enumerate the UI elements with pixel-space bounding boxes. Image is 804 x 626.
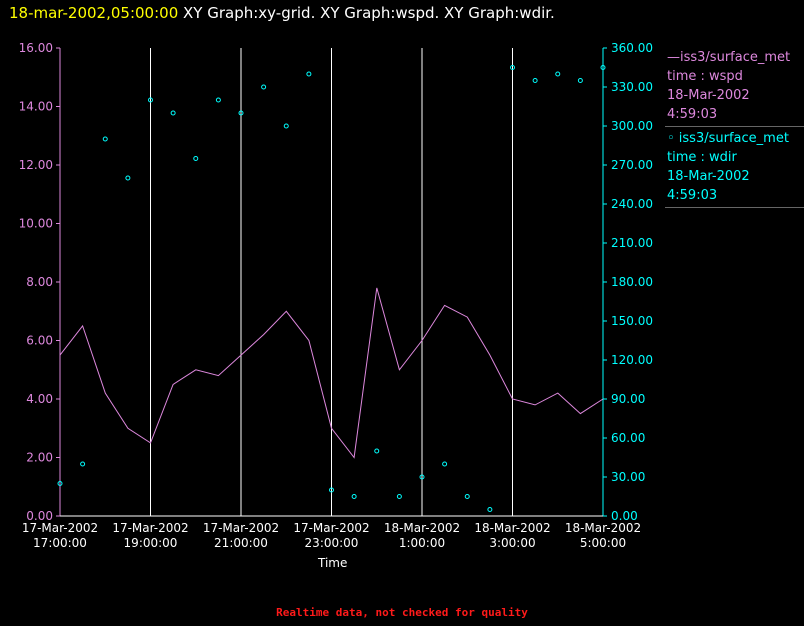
wdir-data-point <box>261 84 267 90</box>
y-left-tick-label: 16.00 <box>19 41 53 55</box>
x-tick-label: 17-Mar-2002 19:00:00 <box>112 521 188 550</box>
wdir-data-point <box>510 65 515 70</box>
y-right-tick-label: 60.00 <box>611 431 645 445</box>
y-right-tick-label: 0.00 <box>611 509 638 523</box>
y-left-tick-label: 6.00 <box>26 334 53 348</box>
legend-wspd-date: 18-Mar-2002 <box>667 88 750 103</box>
legend-wspd-source: —iss3/surface_met <box>667 50 791 65</box>
wdir-data-point <box>148 97 153 103</box>
wdir-data-point <box>464 494 470 499</box>
legend-wspd-time: 4:59:03 <box>667 107 718 122</box>
wdir-data-point <box>419 474 425 480</box>
y-right-tick-label: 30.00 <box>611 470 645 484</box>
legend-wdir-variable: time : wdir <box>667 150 737 165</box>
y-left-tick-label: 10.00 <box>19 217 53 231</box>
wdir-data-point <box>329 487 334 493</box>
y-left-tick-label: 2.00 <box>26 451 53 465</box>
y-left-tick-label: 0.00 <box>26 509 53 523</box>
legend-wdir: ◦ iss3/surface_met time : wdir 18-Mar-20… <box>665 127 804 208</box>
wdir-data-point <box>487 507 493 512</box>
x-tick-label: 17-Mar-2002 23:00:00 <box>293 521 369 550</box>
y-right-tick-label: 120.00 <box>611 353 653 367</box>
x-tick-label: 17-Mar-2002 17:00:00 <box>22 521 98 550</box>
wdir-data-point <box>125 175 131 181</box>
y-right-tick-label: 150.00 <box>611 314 653 328</box>
y-left-tick-label: 8.00 <box>26 275 53 289</box>
legend-wdir-date: 18-Mar-2002 <box>667 169 750 184</box>
x-axis-label: Time <box>318 556 348 570</box>
wdir-data-point <box>396 494 402 499</box>
wdir-data-point <box>374 448 380 454</box>
legend-wspd-variable: time : wspd <box>667 69 743 84</box>
legend: —iss3/surface_met time : wspd 18-Mar-200… <box>665 46 804 208</box>
x-tick-label: 18-Mar-2002 1:00:00 <box>384 521 460 550</box>
y-right-tick-label: 90.00 <box>611 392 645 406</box>
y-right-tick-label: 270.00 <box>611 158 653 172</box>
y-right-tick-label: 300.00 <box>611 119 653 133</box>
wdir-data-point <box>283 123 289 129</box>
y-right-tick-label: 330.00 <box>611 80 653 94</box>
header-titles: XY Graph:xy-grid. XY Graph:wspd. XY Grap… <box>183 4 555 22</box>
x-tick-label: 17-Mar-2002 21:00:00 <box>203 521 279 550</box>
legend-wspd: —iss3/surface_met time : wspd 18-Mar-200… <box>665 46 804 127</box>
y-right-tick-label: 180.00 <box>611 275 653 289</box>
wdir-data-point <box>442 461 448 467</box>
wdir-data-point <box>351 494 357 499</box>
wdir-data-point <box>193 156 199 161</box>
y-left-tick-label: 4.00 <box>26 392 53 406</box>
y-left-tick-label: 12.00 <box>19 158 53 172</box>
wdir-data-point <box>80 461 86 467</box>
header: 18-mar-2002,05:00:00 XY Graph:xy-grid. X… <box>9 4 555 22</box>
legend-wdir-time: 4:59:03 <box>667 188 718 203</box>
x-tick-label: 18-Mar-2002 3:00:00 <box>474 521 550 550</box>
wdir-data-point <box>238 110 244 116</box>
y-right-tick-label: 210.00 <box>611 236 653 250</box>
wdir-data-point <box>577 78 583 83</box>
y-right-tick-label: 360.00 <box>611 41 653 55</box>
wdir-data-point <box>57 481 63 486</box>
header-timestamp: 18-mar-2002,05:00:00 <box>9 4 179 22</box>
wdir-data-point <box>555 71 561 77</box>
quality-notice: Realtime data, not checked for quality <box>276 606 528 619</box>
legend-wdir-source: ◦ iss3/surface_met <box>667 131 789 146</box>
wdir-data-point <box>306 71 312 77</box>
wdir-data-point <box>102 136 108 142</box>
y-left-tick-label: 14.00 <box>19 100 53 114</box>
wdir-data-point <box>600 65 606 70</box>
wdir-data-point <box>215 97 221 103</box>
wdir-data-point <box>170 110 176 116</box>
wspd-series-line <box>59 287 604 459</box>
x-tick-label: 18-Mar-2002 5:00:00 <box>565 521 641 550</box>
y-right-tick-label: 240.00 <box>611 197 653 211</box>
wdir-data-point <box>532 78 538 83</box>
